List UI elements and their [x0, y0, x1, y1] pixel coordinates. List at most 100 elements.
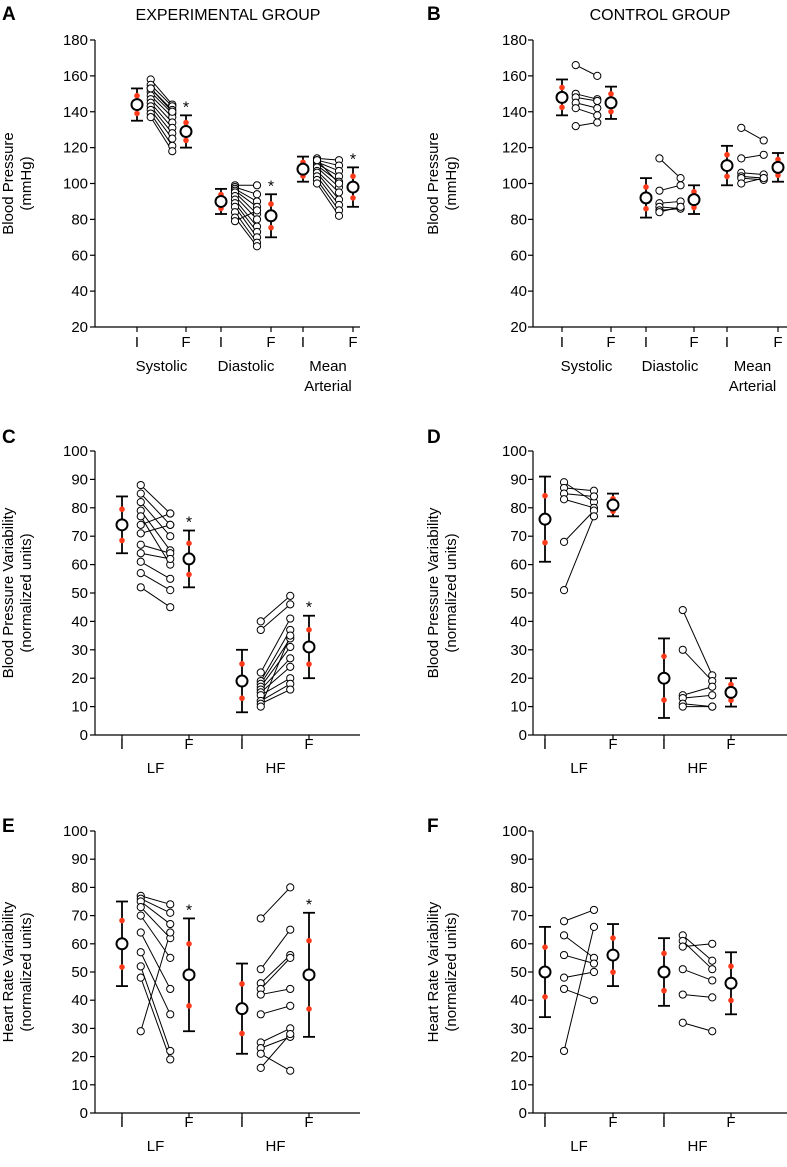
y-tick-label: 60 [71, 936, 88, 953]
sd-marker [186, 571, 192, 578]
subject-initial-point [136, 583, 145, 592]
subject-final-point [708, 956, 717, 965]
subject-initial-point [678, 965, 687, 974]
subject-line [682, 943, 713, 948]
sd-marker [268, 201, 274, 207]
y-tick-label: 50 [510, 585, 527, 602]
x-tick-label: F [348, 334, 357, 351]
y-tick-label: 80 [510, 879, 527, 896]
subject-final-point [589, 905, 599, 915]
subject-initial-point [136, 557, 145, 566]
subject-final-point [252, 242, 262, 251]
subject-final-point [286, 631, 295, 640]
sd-marker [183, 119, 189, 126]
panel-letter: E [2, 816, 15, 837]
subject-final-point [286, 591, 295, 600]
sd-marker [119, 964, 125, 970]
subject-initial-point [559, 495, 569, 504]
subject-final-point [708, 691, 717, 700]
sd-marker [542, 944, 548, 950]
subject-final-point [589, 922, 599, 931]
y-tick-label: 100 [63, 443, 88, 460]
group-label: HF [688, 760, 708, 777]
subject-final-point [166, 586, 175, 595]
subject-final-point [759, 136, 768, 145]
significance-asterisk: * [186, 515, 192, 532]
y-tick-label: 160 [502, 68, 527, 85]
subject-line [260, 954, 291, 984]
subject-final-point [589, 967, 599, 977]
sd-marker [610, 969, 616, 975]
subject-line [563, 926, 595, 1052]
subject-final-point [708, 976, 717, 985]
subject-line [563, 487, 595, 492]
x-tick-label: I [120, 736, 124, 753]
sd-marker [268, 224, 274, 231]
subject-final-point [593, 71, 602, 80]
subject-line [682, 994, 713, 998]
mean-marker [720, 159, 734, 173]
y-tick-label: 30 [510, 642, 527, 659]
subject-final-point [166, 520, 175, 529]
y-tick-label: 70 [71, 908, 88, 925]
sd-marker [643, 205, 649, 212]
subject-line [563, 510, 595, 543]
subject-initial-point [655, 154, 664, 163]
y-tick-label: 160 [63, 68, 88, 85]
sd-marker [608, 91, 614, 97]
subject-initial-point [136, 512, 145, 521]
subject-line [260, 657, 291, 690]
subject-initial-point [136, 911, 145, 920]
subject-line [140, 586, 171, 608]
subject-line [260, 603, 291, 631]
mean-marker [555, 90, 569, 104]
y-tick-label: 100 [502, 176, 527, 193]
subject-final-point [286, 953, 295, 963]
panel-d: D Blood Pressure Variability(normalized u… [425, 427, 787, 777]
sd-marker [542, 994, 548, 1000]
mean-marker [115, 937, 129, 951]
x-tick-label: I [662, 1114, 666, 1131]
y-tick-label: 120 [63, 140, 88, 157]
group-label: LF [570, 1138, 588, 1155]
subject-line [140, 966, 171, 1052]
y-tick-label: 70 [510, 908, 527, 925]
panel-letter: D [427, 427, 441, 448]
subject-line [140, 524, 171, 534]
subject-final-point [708, 993, 717, 1002]
y-tick-label: 40 [510, 283, 527, 300]
subject-final-point [286, 600, 295, 609]
x-tick-label: I [135, 334, 139, 351]
subject-line [140, 915, 171, 959]
subject-final-point [252, 215, 262, 224]
subject-line [682, 1022, 713, 1032]
group-label: Systolic [136, 358, 188, 375]
y-tick-label: 0 [80, 727, 88, 744]
y-axis-label: Blood Pressure Variability(normalized un… [425, 507, 460, 678]
x-tick-label: I [543, 1114, 547, 1131]
subject-final-point [166, 908, 175, 917]
subject-final-point [252, 181, 262, 190]
subject-line [140, 544, 171, 554]
y-tick-label: 90 [71, 471, 88, 488]
y-tick-label: 30 [510, 1020, 527, 1037]
subject-initial-point [136, 962, 145, 971]
subject-initial-point [559, 537, 569, 546]
subject-final-point [708, 1027, 717, 1036]
sd-marker [661, 987, 667, 994]
y-tick-label: 120 [502, 140, 527, 157]
sd-marker [728, 681, 734, 688]
subject-line [140, 484, 171, 514]
subject-initial-point [136, 480, 145, 490]
y-tick-label: 140 [63, 104, 88, 121]
group-lf: I F LF [538, 475, 620, 777]
subject-initial-point [737, 123, 746, 132]
subject-initial-point [256, 965, 265, 974]
y-axis-label: Heart Rate Variability(normalized units) [425, 901, 460, 1042]
subject-final-point [286, 642, 295, 652]
subject-final-point [589, 996, 599, 1005]
significance-asterisk: * [186, 902, 192, 919]
subject-line [682, 694, 713, 699]
subject-line [140, 901, 171, 925]
subject-line [140, 932, 171, 990]
